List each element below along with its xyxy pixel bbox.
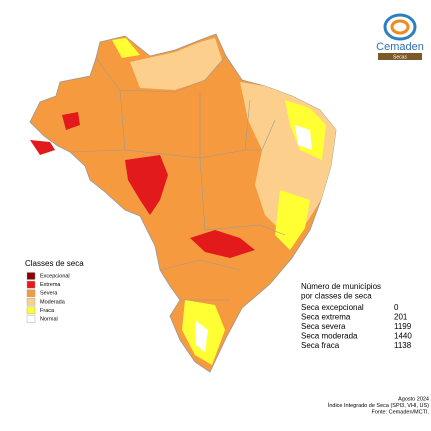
footer-line: Agosto 2024 <box>398 396 429 402</box>
legend-label: Moderada <box>40 299 66 305</box>
counts-value: 0 <box>394 303 399 312</box>
logo: Cemaden Secas <box>376 13 424 60</box>
counts-label: Seca moderada <box>301 332 358 341</box>
counts-value: 201 <box>394 313 408 322</box>
region-extrema <box>125 155 168 215</box>
legend-label: Fraca <box>40 308 55 314</box>
region-normal <box>295 125 312 150</box>
legend-swatch <box>26 289 36 297</box>
counts-title: por classes de seca <box>301 292 372 301</box>
footer-line: Índice Integrado de Seca (SPI3, VHI, US) <box>328 402 429 409</box>
legend-swatch <box>26 315 36 323</box>
logo-ring <box>390 19 410 35</box>
counts-value: 1199 <box>394 322 412 331</box>
counts-value: 1138 <box>394 341 412 350</box>
legend-title: Classes de seca <box>25 259 84 268</box>
legend: Classes de seca Excepcional Extrema Severa… <box>25 259 84 323</box>
logo-bar <box>378 53 422 60</box>
counts-label: Seca severa <box>301 322 346 331</box>
region-fraca <box>112 38 140 58</box>
region-extrema <box>62 112 80 130</box>
counts-label: Seca excepcional <box>301 303 364 312</box>
footer-line: Fonte: Cemaden/MCTI. <box>372 409 430 415</box>
counts-value: 1440 <box>394 332 412 341</box>
legend-swatch <box>26 306 36 315</box>
state-border <box>69 55 286 301</box>
counts-label: Seca extrema <box>301 313 351 322</box>
logo-ring <box>383 13 417 41</box>
legend-label: Excepcional <box>40 273 70 279</box>
logo-name: Cemaden <box>376 41 424 53</box>
legend-swatch <box>26 280 36 289</box>
legend-label: Normal <box>40 316 58 322</box>
legend-label: Extrema <box>40 282 61 288</box>
legend-label: Severa <box>40 291 58 297</box>
region-normal <box>195 320 208 352</box>
legend-swatch <box>26 298 36 306</box>
region-extrema <box>190 230 255 258</box>
region-extrema <box>30 140 55 155</box>
region-moderada <box>130 38 222 90</box>
brazil-map <box>29 33 337 373</box>
counts-title: Número de municípios <box>301 282 381 291</box>
counts-label: Seca fraca <box>301 341 340 350</box>
logo-tag: Secas <box>393 54 407 60</box>
legend-swatch <box>26 272 36 280</box>
region-fraca <box>275 190 310 250</box>
